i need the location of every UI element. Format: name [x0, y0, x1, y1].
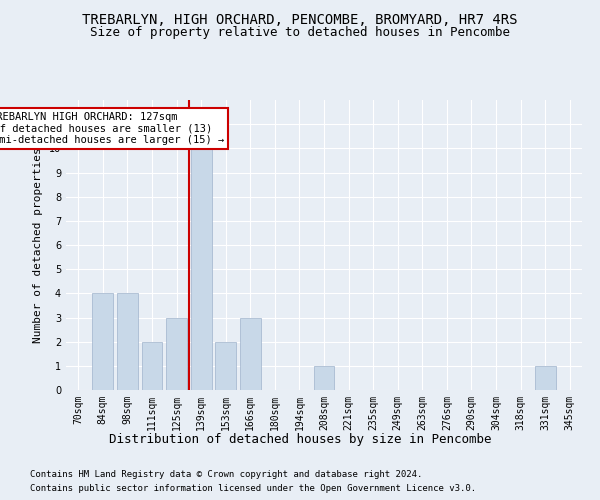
Bar — [240, 318, 261, 390]
Text: Size of property relative to detached houses in Pencombe: Size of property relative to detached ho… — [90, 26, 510, 39]
Bar — [166, 318, 187, 390]
Bar — [314, 366, 334, 390]
Text: Distribution of detached houses by size in Pencombe: Distribution of detached houses by size … — [109, 432, 491, 446]
Bar — [117, 294, 138, 390]
Y-axis label: Number of detached properties: Number of detached properties — [34, 147, 43, 343]
Text: TREBARLYN, HIGH ORCHARD, PENCOMBE, BROMYARD, HR7 4RS: TREBARLYN, HIGH ORCHARD, PENCOMBE, BROMY… — [82, 12, 518, 26]
Bar — [535, 366, 556, 390]
Bar — [142, 342, 163, 390]
Text: Contains HM Land Registry data © Crown copyright and database right 2024.: Contains HM Land Registry data © Crown c… — [30, 470, 422, 479]
Bar — [191, 148, 212, 390]
Text: TREBARLYN HIGH ORCHARD: 127sqm
← 45% of detached houses are smaller (13)
52% of : TREBARLYN HIGH ORCHARD: 127sqm ← 45% of … — [0, 112, 224, 146]
Text: Contains public sector information licensed under the Open Government Licence v3: Contains public sector information licen… — [30, 484, 476, 493]
Bar — [215, 342, 236, 390]
Bar — [92, 294, 113, 390]
